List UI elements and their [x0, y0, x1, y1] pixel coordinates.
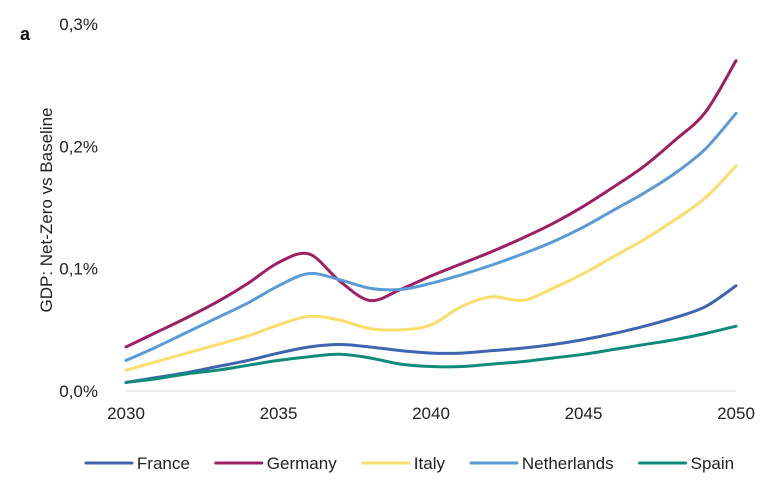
legend-label: Spain — [691, 454, 734, 473]
y-tick-label: 0,3% — [59, 15, 98, 34]
y-tick-label: 0,0% — [59, 382, 98, 401]
x-tick-label: 2050 — [717, 404, 755, 423]
series-line-italy — [124, 164, 738, 372]
y-tick-label: 0,1% — [59, 260, 98, 279]
y-axis-label: GDP: Net-Zero vs Baseline — [37, 107, 56, 312]
legend-item-spain: Spain — [638, 454, 734, 473]
series-line-spain — [124, 324, 738, 384]
legend-item-italy: Italy — [361, 454, 446, 473]
legend-label: Italy — [414, 454, 446, 473]
y-axis-ticks: 0,0% 0,1% 0,2% 0,3% — [59, 15, 98, 401]
legend: France Germany Italy Netherlands Spain — [84, 454, 734, 473]
series-group — [124, 59, 738, 384]
series-line-netherlands — [124, 111, 738, 362]
series-line-france — [124, 284, 738, 384]
x-tick-label: 2045 — [565, 404, 603, 423]
legend-item-germany: Germany — [214, 454, 337, 473]
legend-label: Netherlands — [522, 454, 614, 473]
legend-item-netherlands: Netherlands — [469, 454, 614, 473]
x-tick-label: 2035 — [260, 404, 298, 423]
legend-item-france: France — [84, 454, 190, 473]
panel-label: a — [20, 24, 31, 44]
series-line-germany — [124, 59, 738, 349]
legend-label: Germany — [267, 454, 337, 473]
x-axis-ticks: 2030 2035 2040 2045 2050 — [107, 404, 755, 423]
x-tick-label: 2040 — [412, 404, 450, 423]
x-tick-label: 2030 — [107, 404, 145, 423]
y-tick-label: 0,2% — [59, 137, 98, 156]
legend-label: France — [137, 454, 190, 473]
